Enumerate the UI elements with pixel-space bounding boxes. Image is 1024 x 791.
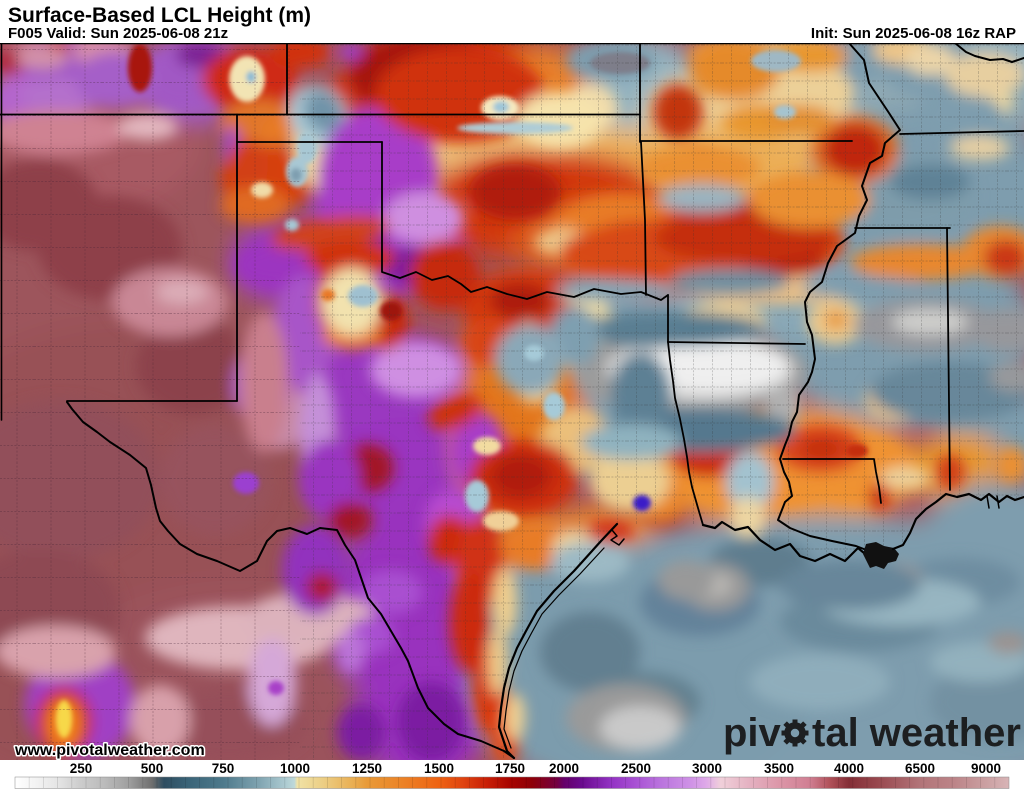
svg-text:tal weather: tal weather (812, 711, 1021, 755)
svg-text:F005 Valid: Sun 2025-06-08 21z: F005 Valid: Sun 2025-06-08 21z (8, 25, 228, 42)
svg-text:2500: 2500 (621, 761, 651, 776)
svg-text:www.pivotalweather.com: www.pivotalweather.com (14, 742, 205, 759)
svg-text:1000: 1000 (280, 761, 310, 776)
svg-text:4000: 4000 (834, 761, 864, 776)
svg-text:1750: 1750 (495, 761, 525, 776)
svg-text:1500: 1500 (424, 761, 454, 776)
svg-text:1250: 1250 (352, 761, 382, 776)
svg-text:piv: piv (723, 711, 782, 755)
svg-text:750: 750 (212, 761, 235, 776)
svg-text:9000: 9000 (971, 761, 1001, 776)
svg-text:Surface-Based LCL Height (m): Surface-Based LCL Height (m) (8, 4, 311, 27)
svg-text:3500: 3500 (764, 761, 794, 776)
svg-text:500: 500 (141, 761, 164, 776)
svg-text:2000: 2000 (549, 761, 579, 776)
svg-text:3000: 3000 (692, 761, 722, 776)
svg-text:250: 250 (70, 761, 93, 776)
svg-text:6500: 6500 (905, 761, 935, 776)
svg-text:Init: Sun 2025-06-08 16z RAP: Init: Sun 2025-06-08 16z RAP (811, 25, 1016, 42)
